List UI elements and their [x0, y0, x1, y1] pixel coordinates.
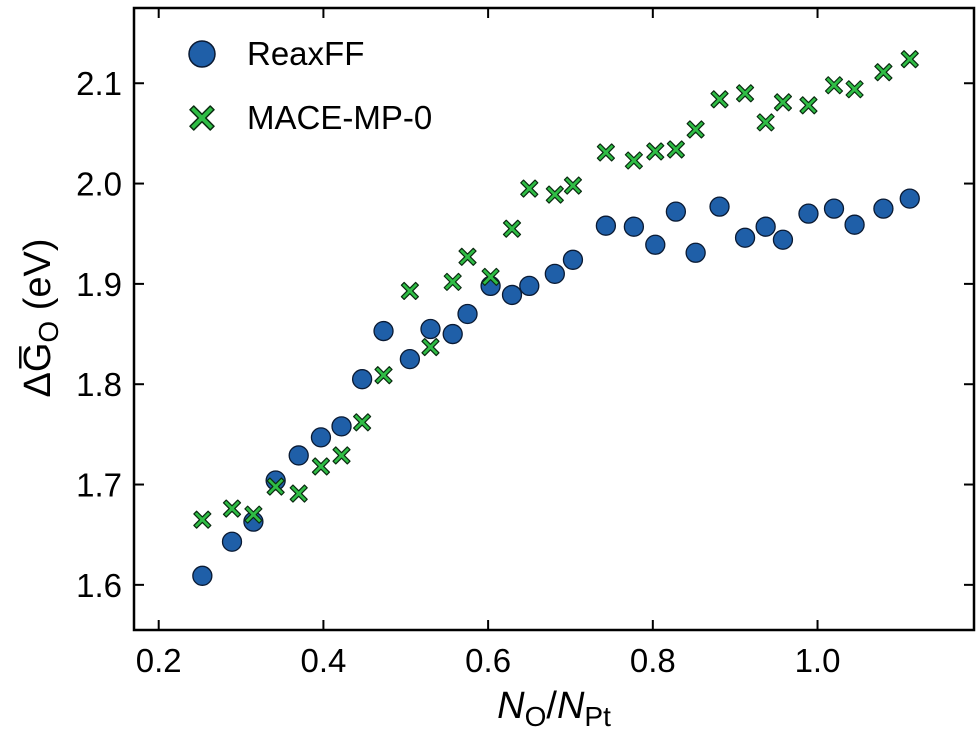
- mace-mp-0-point: [596, 143, 615, 162]
- reaxff-point: [544, 263, 565, 285]
- y-axis-ticks: 1.6 1.7 1.8 1.9 2.0 2.1: [76, 65, 974, 604]
- reaxff-point: [709, 196, 730, 217]
- x-tick-label: 0.4: [300, 642, 346, 679]
- mace-mp-0-point: [710, 90, 729, 109]
- y-tick-label: 1.9: [76, 266, 122, 303]
- mace-mp-0-point: [502, 219, 522, 238]
- mace-mp-0-point: [686, 120, 705, 139]
- mace-mp-0-point: [443, 272, 462, 291]
- x-tick-label: 0.2: [136, 642, 182, 679]
- mace-mp-0-point: [289, 484, 308, 503]
- reaxff-point: [192, 565, 213, 586]
- mace-mp-0-point: [845, 80, 864, 99]
- reaxff-point: [844, 214, 865, 235]
- legend-label-mace: MACE-MP-0: [247, 99, 432, 136]
- mace-mp-0-point: [563, 176, 583, 195]
- reaxff-point: [899, 188, 920, 209]
- reaxff-point: [562, 249, 584, 270]
- reaxff-point: [595, 215, 617, 236]
- legend-marker-reaxff: [188, 40, 216, 68]
- reaxff-point: [221, 531, 243, 552]
- y-tick-label: 1.7: [76, 467, 122, 504]
- reaxff-point: [420, 318, 441, 340]
- plot-area: [132, 6, 976, 632]
- mace-mp-0-point: [646, 142, 665, 161]
- reaxff-point: [772, 229, 794, 250]
- mace-mp-0-point: [773, 93, 793, 112]
- reaxff-point: [519, 275, 540, 297]
- x-axis-label: NO/NPt: [497, 685, 611, 732]
- mace-mp-0-point: [353, 413, 372, 432]
- mace-mp-0-point: [266, 477, 285, 496]
- legend: ReaxFF MACE-MP-0: [188, 35, 432, 136]
- mace-mp-0-point: [222, 499, 242, 518]
- mace-mp-0-point: [193, 510, 212, 529]
- mace-mp-0-point: [756, 113, 775, 132]
- mace-mp-0-point: [520, 179, 539, 198]
- mace-mp-0-point: [421, 337, 440, 357]
- reaxff-point: [685, 242, 706, 263]
- mace-mp-0-point: [799, 96, 818, 115]
- reaxff-point: [501, 284, 523, 306]
- reaxff-point: [734, 227, 756, 248]
- y-tick-label: 1.8: [76, 366, 122, 403]
- reaxff-point: [373, 320, 394, 342]
- legend-label-reaxff: ReaxFF: [247, 35, 364, 72]
- y-axis-label: ΔG̅O (eV): [17, 238, 64, 397]
- mace-mp-0-point: [824, 76, 844, 95]
- mace-mp-0-point: [311, 457, 331, 476]
- y-tick-label: 2.0: [76, 166, 122, 203]
- mace-mp-0-point: [624, 151, 643, 170]
- mace-mp-0-point: [374, 366, 393, 385]
- x-tick-label: 1.0: [795, 642, 841, 679]
- reaxff-point: [755, 216, 776, 237]
- mace-mp-0-point: [735, 84, 755, 103]
- reaxff-point: [623, 216, 645, 237]
- reaxff-point: [457, 303, 478, 325]
- legend-marker-mace: [189, 105, 215, 131]
- reaxff-point: [823, 198, 845, 219]
- reaxff-point: [442, 323, 463, 345]
- reaxff-point: [798, 203, 819, 224]
- mace-mp-0-point: [332, 446, 351, 465]
- mace-mp-0-point: [400, 281, 419, 301]
- mace-mp-0-point: [458, 247, 477, 266]
- y-tick-label: 2.1: [76, 65, 122, 102]
- reaxff-point: [310, 427, 332, 448]
- mace-mp-0-point: [874, 63, 893, 82]
- reaxff-point: [873, 198, 894, 219]
- reaxff-point: [331, 416, 352, 437]
- x-tick-label: 0.6: [465, 642, 511, 679]
- mace-mp-0-point: [244, 505, 263, 524]
- mace-mp-0-point: [545, 185, 564, 204]
- reaxff-point: [645, 234, 666, 255]
- mace-mp-0-point: [900, 50, 919, 69]
- data-points: [192, 50, 920, 586]
- x-tick-label: 0.8: [630, 642, 676, 679]
- reaxff-point: [665, 201, 687, 222]
- mace-mp-0-point: [481, 267, 500, 286]
- y-tick-label: 1.6: [76, 567, 122, 604]
- reaxff-point: [399, 348, 421, 370]
- reaxff-point: [351, 369, 373, 390]
- x-axis-ticks: 0.2 0.4 0.6 0.8 1.0: [136, 8, 841, 679]
- mace-mp-0-point: [666, 140, 685, 159]
- reaxff-point: [288, 445, 309, 466]
